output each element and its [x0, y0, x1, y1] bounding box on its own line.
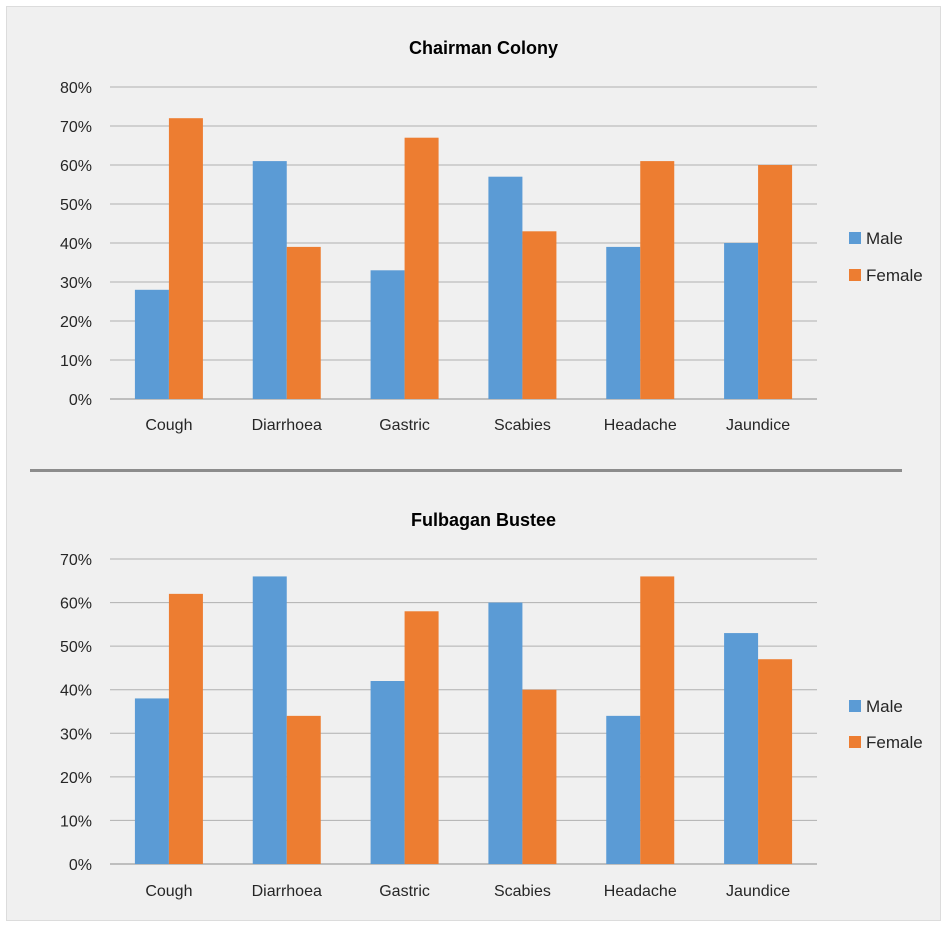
- legend-swatch-female: [849, 736, 861, 748]
- legend-label-female: Female: [866, 733, 923, 752]
- legend-label-female: Female: [866, 266, 923, 285]
- x-tick-label: Gastric: [379, 417, 430, 434]
- bar-male-diarrhoea: [252, 161, 287, 399]
- bar-female-diarrhoea: [286, 715, 321, 864]
- bar-male-jaundice: [724, 633, 759, 864]
- x-tick-label: Cough: [145, 417, 192, 434]
- y-tick-label: 80%: [60, 80, 92, 97]
- bar-male-headache: [606, 246, 641, 399]
- bar-female-gastric: [404, 137, 439, 399]
- bar-female-headache: [640, 576, 675, 864]
- y-tick-label: 20%: [60, 314, 92, 331]
- x-tick-label: Gastric: [379, 883, 430, 900]
- bar-male-diarrhoea: [252, 576, 287, 864]
- x-tick-label: Cough: [145, 883, 192, 900]
- bar-female-headache: [640, 161, 675, 399]
- x-tick-label: Diarrhoea: [252, 417, 322, 434]
- bar-male-scabies: [488, 176, 523, 399]
- chart-title: Fulbagan Bustee: [411, 510, 556, 530]
- bar-male-jaundice: [724, 243, 759, 399]
- x-tick-label: Jaundice: [726, 417, 790, 434]
- y-tick-label: 40%: [60, 236, 92, 253]
- chart-divider: [30, 469, 902, 472]
- y-tick-label: 30%: [60, 726, 92, 743]
- bar-male-cough: [134, 289, 169, 399]
- y-tick-label: 70%: [60, 552, 92, 569]
- legend-swatch-female: [849, 269, 861, 281]
- y-tick-label: 50%: [60, 197, 92, 214]
- x-tick-label: Scabies: [494, 883, 551, 900]
- y-tick-label: 40%: [60, 683, 92, 700]
- x-tick-label: Headache: [604, 883, 677, 900]
- bar-female-jaundice: [758, 659, 793, 864]
- y-tick-label: 10%: [60, 353, 92, 370]
- bar-female-scabies: [522, 689, 557, 864]
- y-tick-label: 30%: [60, 275, 92, 292]
- y-tick-label: 70%: [60, 119, 92, 136]
- bar-male-cough: [134, 698, 169, 864]
- bar-male-gastric: [370, 681, 405, 864]
- legend-label-male: Male: [866, 697, 903, 716]
- y-tick-label: 0%: [69, 392, 92, 409]
- bar-male-headache: [606, 715, 641, 864]
- y-tick-label: 50%: [60, 639, 92, 656]
- chart-chairman-colony: Chairman Colony 0% 10% 20% 30% 40% 50% 60% 70% 80…: [60, 38, 923, 434]
- x-tick-label: Headache: [604, 417, 677, 434]
- bar-female-diarrhoea: [286, 246, 321, 399]
- y-tick-label: 10%: [60, 813, 92, 830]
- y-tick-label: 60%: [60, 158, 92, 175]
- bar-female-gastric: [404, 611, 439, 864]
- chart-title: Chairman Colony: [409, 38, 558, 58]
- bar-female-cough: [168, 593, 203, 864]
- bar-female-jaundice: [758, 165, 793, 399]
- y-tick-label: 60%: [60, 596, 92, 613]
- y-tick-label: 20%: [60, 770, 92, 787]
- bar-female-scabies: [522, 231, 557, 399]
- bar-male-scabies: [488, 602, 523, 864]
- x-tick-label: Jaundice: [726, 883, 790, 900]
- legend-swatch-male: [849, 700, 861, 712]
- legend-label-male: Male: [866, 229, 903, 248]
- legend-swatch-male: [849, 232, 861, 244]
- x-tick-label: Scabies: [494, 417, 551, 434]
- bar-male-gastric: [370, 270, 405, 399]
- x-tick-label: Diarrhoea: [252, 883, 322, 900]
- bar-female-cough: [168, 118, 203, 399]
- y-tick-label: 0%: [69, 857, 92, 874]
